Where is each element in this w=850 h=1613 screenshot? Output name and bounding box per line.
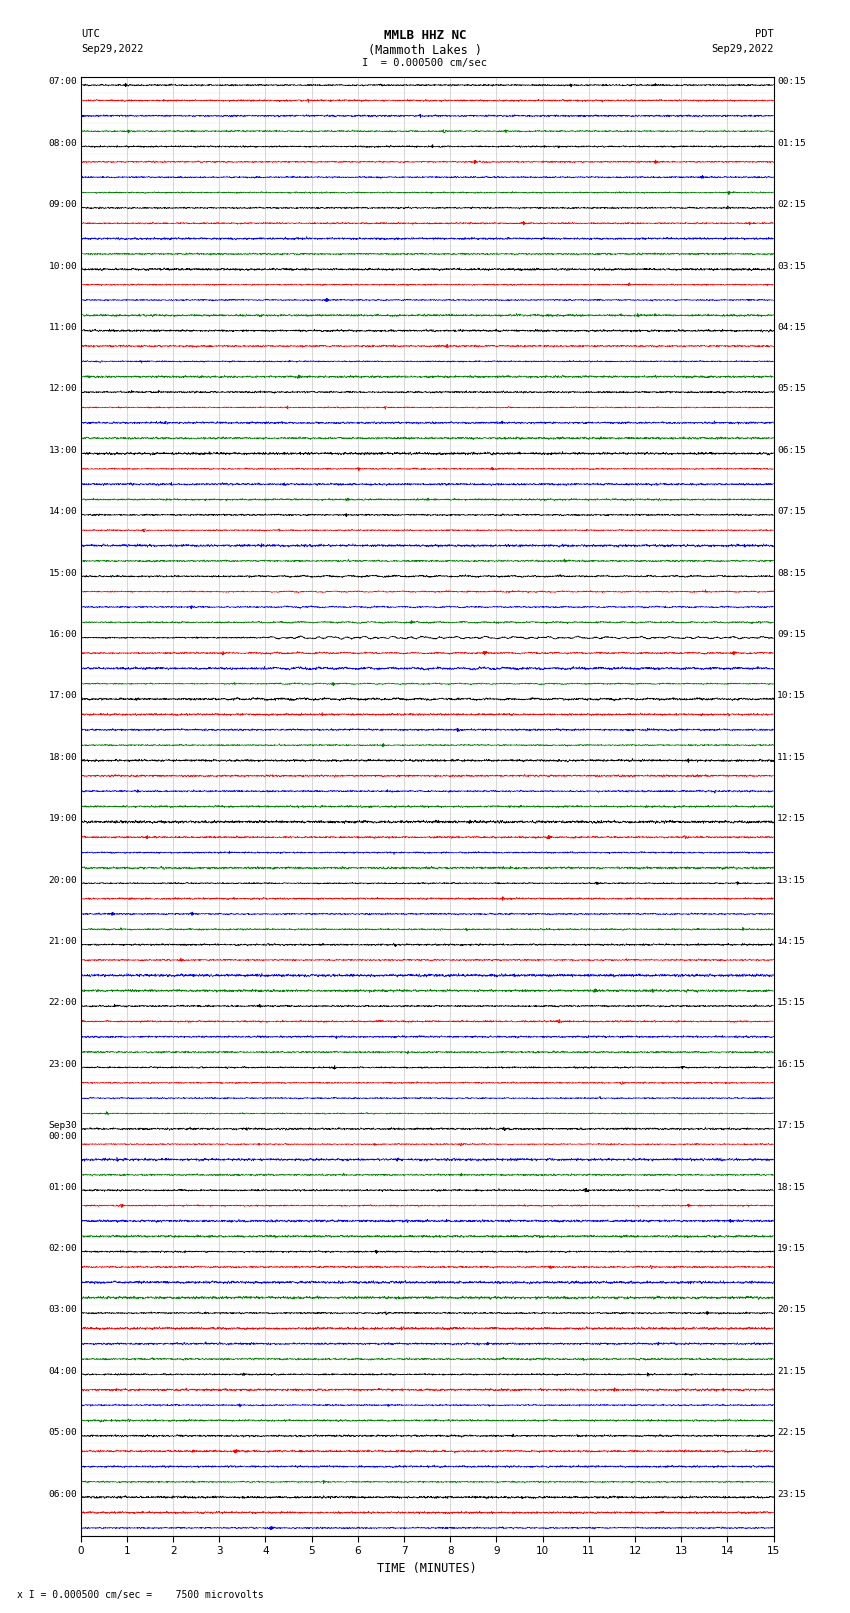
Text: PDT: PDT	[755, 29, 774, 39]
Text: Sep29,2022: Sep29,2022	[81, 44, 144, 53]
Text: 11:15: 11:15	[777, 753, 806, 761]
Text: 03:00: 03:00	[48, 1305, 77, 1315]
Text: 07:00: 07:00	[48, 77, 77, 87]
Text: x I = 0.000500 cm/sec =    7500 microvolts: x I = 0.000500 cm/sec = 7500 microvolts	[17, 1590, 264, 1600]
Text: 22:00: 22:00	[48, 998, 77, 1008]
Text: MMLB HHZ NC: MMLB HHZ NC	[383, 29, 467, 42]
Text: 05:00: 05:00	[48, 1428, 77, 1437]
Text: 10:00: 10:00	[48, 261, 77, 271]
Text: Sep30
00:00: Sep30 00:00	[48, 1121, 77, 1140]
Text: 04:15: 04:15	[777, 323, 806, 332]
Text: 06:00: 06:00	[48, 1489, 77, 1498]
Text: 14:15: 14:15	[777, 937, 806, 945]
Text: 12:15: 12:15	[777, 815, 806, 823]
Text: 13:15: 13:15	[777, 876, 806, 884]
Text: 23:00: 23:00	[48, 1060, 77, 1069]
Text: 06:15: 06:15	[777, 445, 806, 455]
Text: 08:00: 08:00	[48, 139, 77, 148]
Text: 22:15: 22:15	[777, 1428, 806, 1437]
X-axis label: TIME (MINUTES): TIME (MINUTES)	[377, 1561, 477, 1574]
Text: 21:15: 21:15	[777, 1366, 806, 1376]
Text: I  = 0.000500 cm/sec: I = 0.000500 cm/sec	[362, 58, 488, 68]
Text: 11:00: 11:00	[48, 323, 77, 332]
Text: 02:00: 02:00	[48, 1244, 77, 1253]
Text: 13:00: 13:00	[48, 445, 77, 455]
Text: 03:15: 03:15	[777, 261, 806, 271]
Text: 08:15: 08:15	[777, 569, 806, 577]
Text: 09:00: 09:00	[48, 200, 77, 210]
Text: 07:15: 07:15	[777, 506, 806, 516]
Text: Sep29,2022: Sep29,2022	[711, 44, 774, 53]
Text: 16:00: 16:00	[48, 631, 77, 639]
Text: 00:15: 00:15	[777, 77, 806, 87]
Text: 01:15: 01:15	[777, 139, 806, 148]
Text: (Mammoth Lakes ): (Mammoth Lakes )	[368, 44, 482, 56]
Text: UTC: UTC	[81, 29, 99, 39]
Text: 14:00: 14:00	[48, 506, 77, 516]
Text: 01:00: 01:00	[48, 1182, 77, 1192]
Text: 21:00: 21:00	[48, 937, 77, 945]
Text: 15:15: 15:15	[777, 998, 806, 1008]
Text: 12:00: 12:00	[48, 384, 77, 394]
Text: 17:00: 17:00	[48, 692, 77, 700]
Text: 04:00: 04:00	[48, 1366, 77, 1376]
Text: 23:15: 23:15	[777, 1489, 806, 1498]
Text: 18:15: 18:15	[777, 1182, 806, 1192]
Text: 02:15: 02:15	[777, 200, 806, 210]
Text: 17:15: 17:15	[777, 1121, 806, 1131]
Text: 09:15: 09:15	[777, 631, 806, 639]
Text: 18:00: 18:00	[48, 753, 77, 761]
Text: 05:15: 05:15	[777, 384, 806, 394]
Text: 19:15: 19:15	[777, 1244, 806, 1253]
Text: 20:00: 20:00	[48, 876, 77, 884]
Text: 10:15: 10:15	[777, 692, 806, 700]
Text: 16:15: 16:15	[777, 1060, 806, 1069]
Text: 15:00: 15:00	[48, 569, 77, 577]
Text: 20:15: 20:15	[777, 1305, 806, 1315]
Text: 19:00: 19:00	[48, 815, 77, 823]
